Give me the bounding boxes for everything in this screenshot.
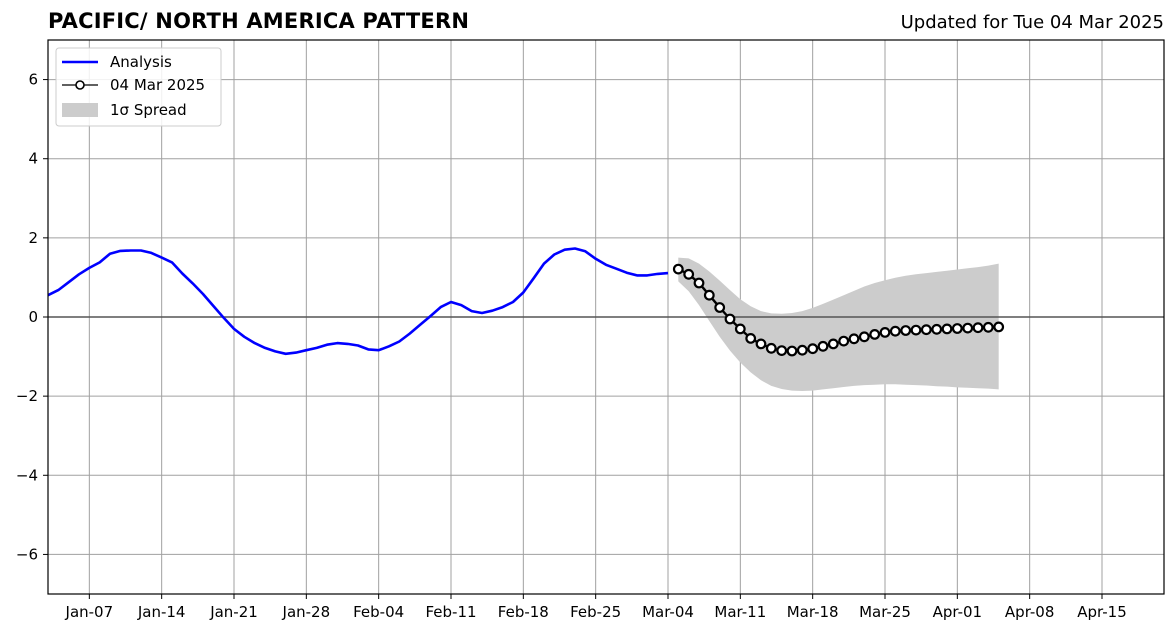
x-tick-label: Apr-01 [933,603,983,621]
forecast-point [962,322,974,334]
forecast-point [910,324,922,336]
forecast-point [848,333,860,345]
y-tick-label: 4 [28,150,38,168]
x-tick-label: Mar-11 [714,603,766,621]
forecast-point [900,325,912,336]
forecast-point [745,333,757,344]
forecast-point [672,263,684,275]
forecast-point [807,343,819,355]
forecast-point [920,324,932,336]
x-tick-label: Apr-08 [1005,603,1055,621]
forecast-point [972,322,984,334]
forecast-point [931,323,943,335]
y-tick-label: 2 [28,229,38,247]
analysis-line [47,247,669,356]
legend-swatch-marker [75,80,85,90]
y-tick-label: −4 [16,466,38,484]
forecast-point [693,277,705,289]
x-tick-label: Apr-15 [1077,603,1127,621]
spread-band [678,257,999,391]
forecast-point [714,302,726,313]
chart-title: PACIFIC/ NORTH AMERICA PATTERN [48,9,470,33]
forecast-point [817,340,829,352]
x-tick-label: Jan-28 [282,603,331,621]
forecast-point [879,327,891,338]
y-tick-label: −6 [16,545,38,563]
forecast-point [993,321,1005,333]
x-tick-label: Mar-04 [642,603,694,621]
x-tick-label: Jan-14 [137,603,186,621]
forecast-point [765,342,777,354]
x-tick-label: Mar-25 [859,603,911,621]
legend-swatch-spread [62,103,98,117]
x-tick-label: Feb-11 [425,603,476,621]
x-tick-label: Jan-07 [65,603,114,621]
forecast-point [683,268,695,280]
x-tick-label: Feb-18 [498,603,549,621]
forecast-point [796,344,808,356]
legend-label: Analysis [110,53,172,71]
y-tick-label: −2 [16,387,38,405]
forecast-point [941,323,953,335]
forecast-point [951,323,963,334]
updated-date: Updated for Tue 04 Mar 2025 [900,12,1164,33]
forecast-point [982,321,994,333]
x-tick-label: Mar-18 [787,603,839,621]
y-tick-label: 0 [28,308,38,326]
legend-label: 04 Mar 2025 [110,76,205,94]
forecast-point [858,331,870,343]
forecast-point [786,345,798,357]
forecast-point [734,323,746,335]
forecast-point [755,338,767,350]
forecast-point [889,325,901,337]
forecast-point [776,345,788,357]
forecast-point [724,313,736,325]
forecast-point [703,289,715,301]
forecast-point [827,338,839,350]
x-tick-label: Feb-04 [353,603,404,621]
legend-label: 1σ Spread [110,101,187,119]
forecast-point [869,329,881,340]
y-tick-label: 6 [28,71,38,89]
x-tick-label: Feb-25 [570,603,621,621]
x-tick-label: Jan-21 [209,603,258,621]
forecast-point [838,335,850,347]
